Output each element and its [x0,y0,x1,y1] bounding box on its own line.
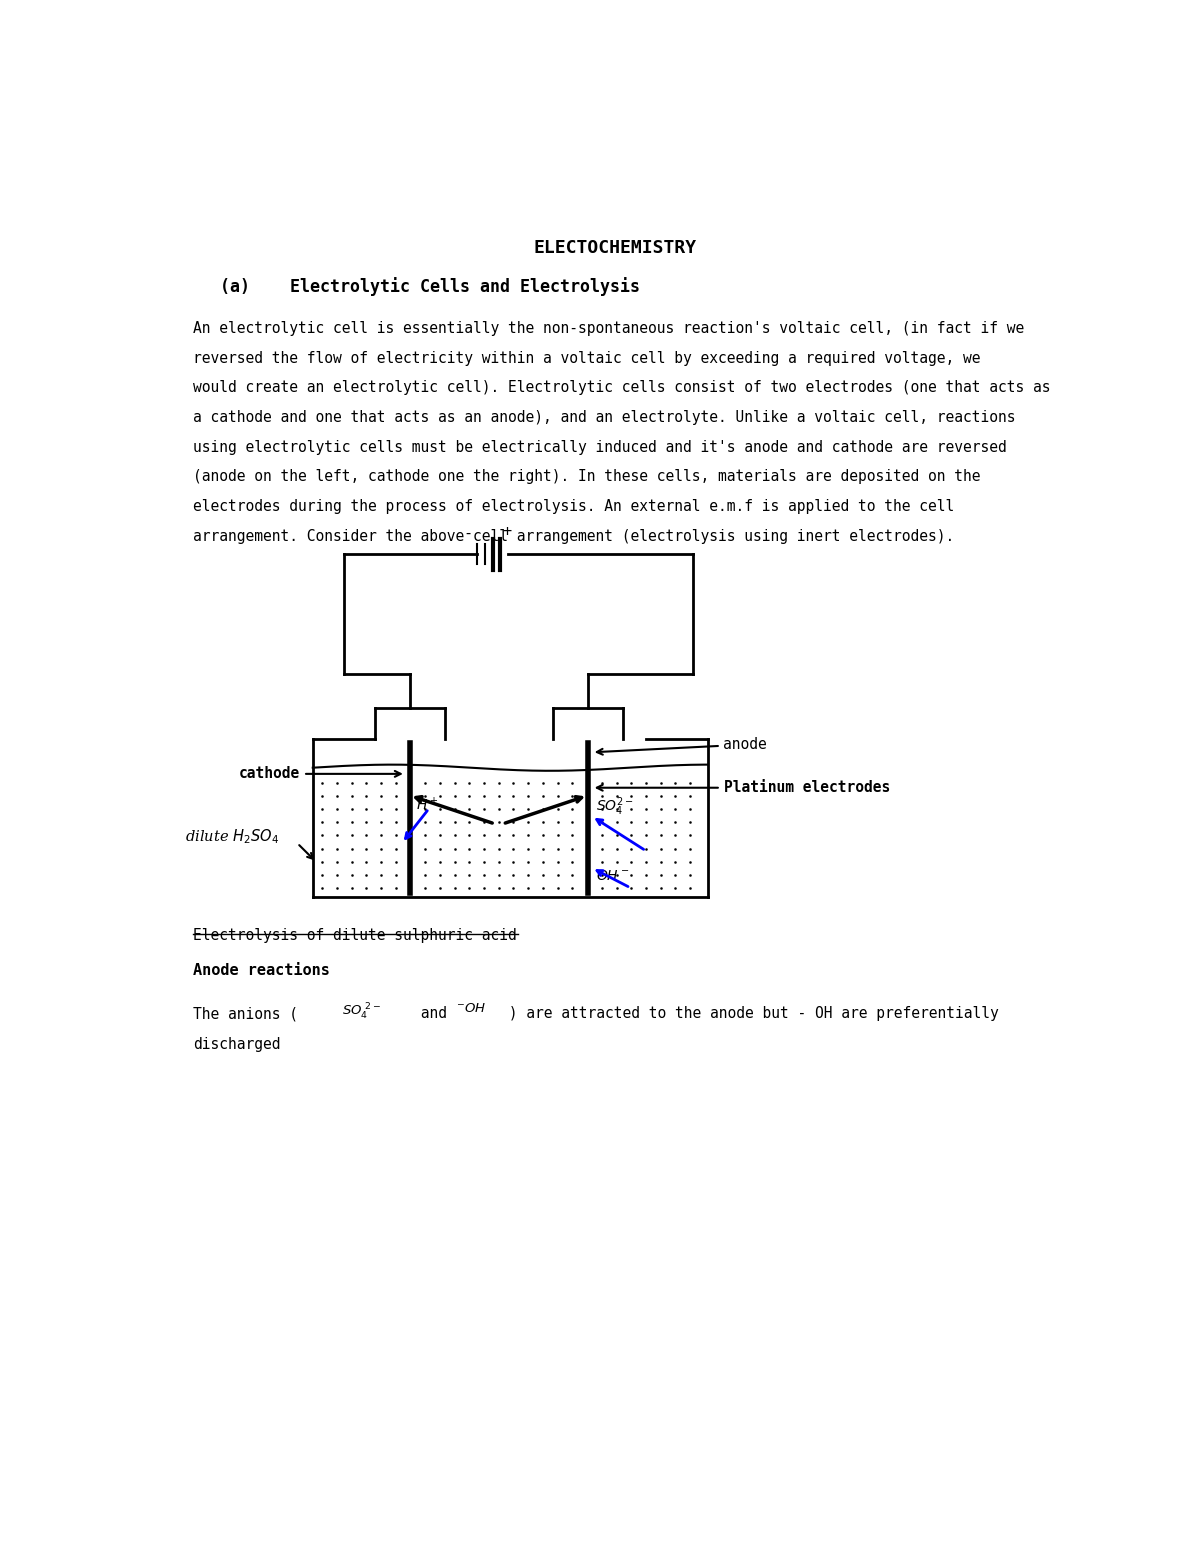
Text: would create an electrolytic cell). Electrolytic cells consist of two electrodes: would create an electrolytic cell). Elec… [193,380,1050,396]
Text: ELECTOCHEMISTRY: ELECTOCHEMISTRY [534,239,696,256]
Text: (anode on the left, cathode one the right). In these cells, materials are deposi: (anode on the left, cathode one the righ… [193,469,980,485]
Text: discharged: discharged [193,1037,280,1053]
Text: using electrolytic cells must be electrically induced and it's anode and cathode: using electrolytic cells must be electri… [193,439,1007,455]
Text: dilute $H_2SO_4$: dilute $H_2SO_4$ [185,828,278,846]
Text: The anions (: The anions ( [193,1006,298,1022]
Text: $H^+$: $H^+$ [416,797,438,814]
Text: $OH^-$: $OH^-$ [595,868,629,882]
Text: ) are attracted to the anode but - OH are preferentially: ) are attracted to the anode but - OH ar… [500,1006,1000,1022]
Text: (a)    Electrolytic Cells and Electrolysis: (a) Electrolytic Cells and Electrolysis [220,278,640,297]
Text: $SO_4^{2-}$: $SO_4^{2-}$ [595,795,634,817]
Text: a cathode and one that acts as an anode), and an electrolyte. Unlike a voltaic c: a cathode and one that acts as an anode)… [193,410,1015,426]
Text: +: + [502,523,511,539]
Text: anode: anode [596,738,767,755]
Text: and: and [412,1006,446,1022]
Text: reversed the flow of electricity within a voltaic cell by exceeding a required v: reversed the flow of electricity within … [193,351,980,367]
Text: Electrolysis of dilute sulphuric acid: Electrolysis of dilute sulphuric acid [193,927,516,943]
Text: Platinum electrodes: Platinum electrodes [596,780,889,795]
Text: cathode: cathode [239,766,401,781]
Text: arrangement. Consider the above cell arrangement (electrolysis using inert elect: arrangement. Consider the above cell arr… [193,528,954,544]
Text: -: - [463,525,473,540]
Text: $^{-}OH$: $^{-}OH$ [456,1002,486,1014]
Text: electrodes during the process of electrolysis. An external e.m.f is applied to t: electrodes during the process of electro… [193,499,954,514]
Text: Anode reactions: Anode reactions [193,963,330,977]
Text: $SO_4^{\ 2-}$: $SO_4^{\ 2-}$ [342,1002,382,1022]
Text: An electrolytic cell is essentially the non-spontaneous reaction's voltaic cell,: An electrolytic cell is essentially the … [193,321,1024,335]
